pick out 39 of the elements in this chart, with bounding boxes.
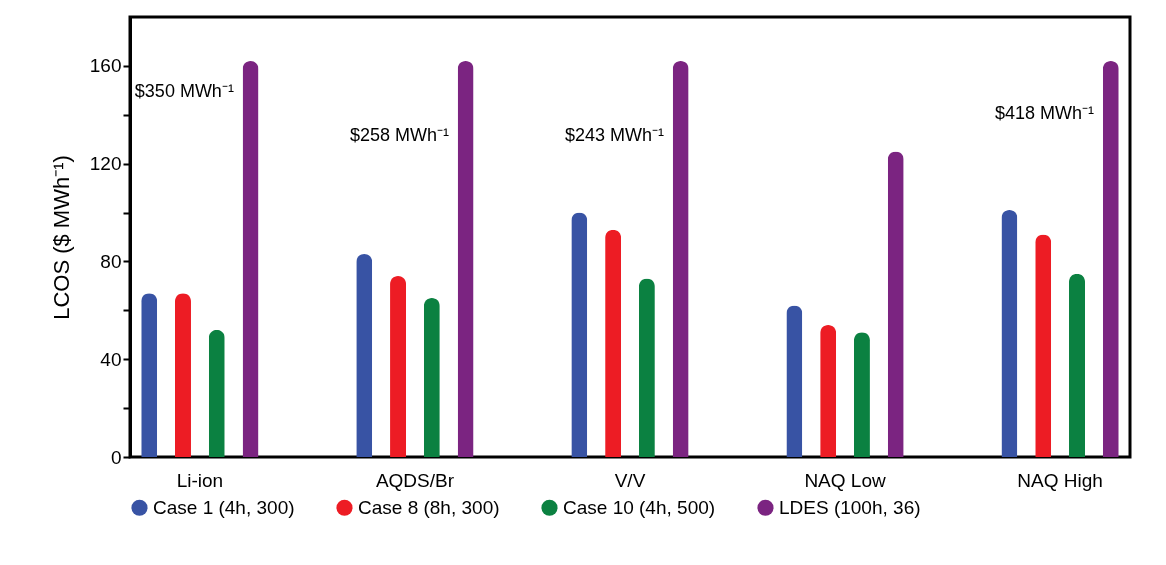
bar bbox=[571, 212, 588, 457]
annotation: $243 MWh⁻¹ bbox=[564, 124, 664, 145]
bar bbox=[887, 151, 904, 457]
legend-label: Case 10 (4h, 500) bbox=[563, 496, 716, 518]
bar bbox=[1102, 61, 1119, 457]
bar bbox=[1001, 210, 1018, 457]
bar bbox=[1069, 273, 1085, 457]
legend-label: Case 8 (8h, 300) bbox=[358, 496, 500, 518]
x-tick-label: NAQ Low bbox=[804, 469, 886, 491]
bar bbox=[605, 229, 622, 457]
y-tick-label: 120 bbox=[89, 153, 122, 175]
x-tick-label: V/V bbox=[614, 469, 646, 491]
bar bbox=[208, 329, 225, 457]
bar bbox=[853, 332, 870, 457]
bar bbox=[141, 293, 158, 457]
bar bbox=[786, 305, 803, 457]
x-tick-label: NAQ High bbox=[1017, 469, 1103, 491]
y-tick-label: 80 bbox=[100, 250, 122, 272]
y-tick-label: 160 bbox=[89, 55, 122, 77]
y-axis-title: LCOS ($ MWh⁻¹) bbox=[48, 155, 74, 320]
bar bbox=[390, 276, 407, 457]
legend-label: Case 1 (4h, 300) bbox=[153, 496, 295, 518]
x-tick-label: AQDS/Br bbox=[375, 469, 455, 491]
y-tick-label: 0 bbox=[110, 446, 122, 468]
bar bbox=[1035, 234, 1052, 457]
legend-label: LDES (100h, 36) bbox=[779, 496, 921, 518]
bar bbox=[638, 278, 655, 457]
bar bbox=[242, 61, 259, 457]
bar bbox=[175, 293, 191, 457]
bar bbox=[457, 61, 474, 457]
y-tick-label: 40 bbox=[100, 348, 122, 370]
annotation: $418 MWh⁻¹ bbox=[995, 102, 1095, 123]
bar bbox=[672, 61, 689, 457]
bar bbox=[820, 325, 837, 457]
bar bbox=[356, 254, 373, 457]
bar bbox=[423, 298, 440, 457]
annotation: $258 MWh⁻¹ bbox=[349, 124, 449, 145]
x-tick-label: Li-ion bbox=[176, 469, 224, 491]
annotation: $350 MWh⁻¹ bbox=[134, 80, 234, 101]
